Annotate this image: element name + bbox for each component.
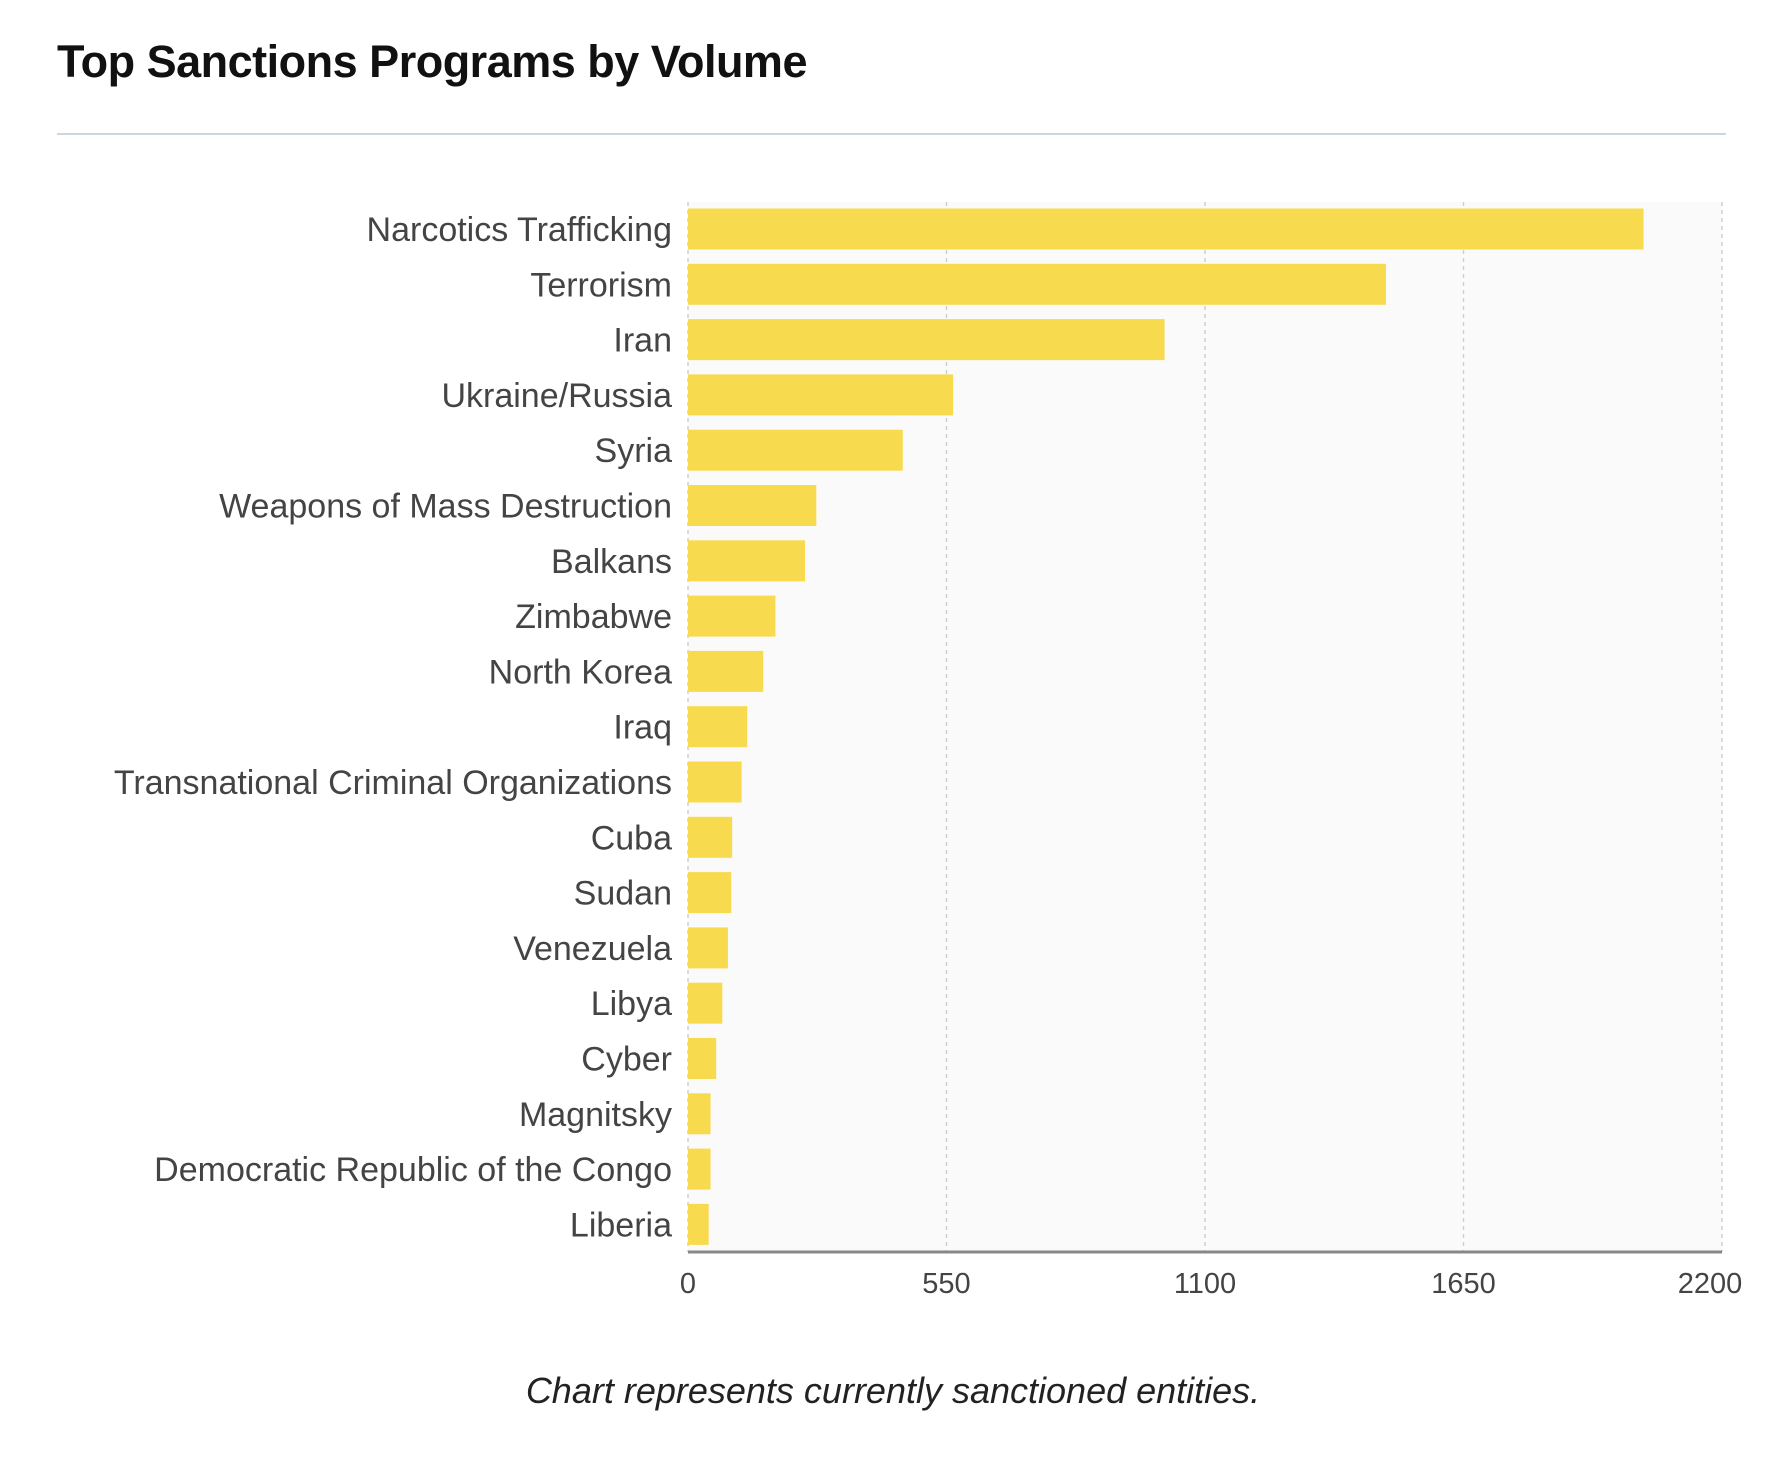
bar-syria (688, 429, 903, 471)
category-label: North Korea (489, 653, 672, 691)
bar-terrorism (688, 263, 1386, 305)
bar-weapons-of-mass-destruction (688, 485, 817, 526)
bar-cuba (688, 816, 733, 858)
bar-magnitsky (688, 1093, 711, 1135)
category-label: Weapons of Mass Destruction (219, 488, 672, 526)
category-label: Magnitsky (519, 1096, 672, 1134)
bar-libya (688, 982, 723, 1024)
bar-cyber (688, 1038, 717, 1079)
bar-zimbabwe (688, 595, 776, 637)
category-label: Narcotics Trafficking (367, 211, 672, 249)
x-tick-label: 1650 (1431, 1268, 1496, 1300)
category-label: Sudan (574, 875, 672, 913)
category-label: Balkans (551, 543, 672, 581)
category-label: Iraq (613, 709, 672, 747)
bar-liberia (688, 1203, 709, 1245)
category-label: Terrorism (530, 266, 672, 304)
category-label: Cuba (591, 819, 672, 857)
x-tick-label: 2200 (1678, 1268, 1743, 1300)
bar-iraq (688, 706, 748, 748)
x-tick-label: 0 (680, 1268, 696, 1300)
bar-north-korea (688, 650, 764, 692)
x-tick-label: 1100 (1174, 1268, 1236, 1300)
bar-sudan (688, 872, 732, 914)
bar-venezuela (688, 927, 728, 969)
chart-caption: Chart represents currently sanctioned en… (525, 1370, 1261, 1411)
x-tick-label: 550 (922, 1268, 970, 1300)
chart-title: Top Sanctions Programs by Volume (57, 36, 807, 87)
category-label: Syria (595, 432, 673, 470)
category-label: Cyber (581, 1041, 672, 1079)
category-label: Libya (591, 985, 672, 1023)
category-label: Ukraine/Russia (441, 377, 672, 415)
category-label: Zimbabwe (515, 598, 672, 636)
category-label: Iran (613, 322, 672, 360)
bar-transnational-criminal-organizations (688, 761, 742, 803)
bar-democratic-republic-of-the-congo (688, 1148, 711, 1190)
category-label: Liberia (570, 1206, 672, 1244)
category-label: Democratic Republic of the Congo (154, 1151, 672, 1189)
bar-iran (688, 319, 1165, 361)
bar-balkans (688, 540, 806, 582)
category-label: Transnational Criminal Organizations (114, 764, 672, 802)
bar-narcotics-trafficking (688, 208, 1644, 250)
category-label: Venezuela (513, 930, 672, 968)
bar-ukraine-russia (688, 374, 954, 416)
title-divider (57, 133, 1726, 135)
